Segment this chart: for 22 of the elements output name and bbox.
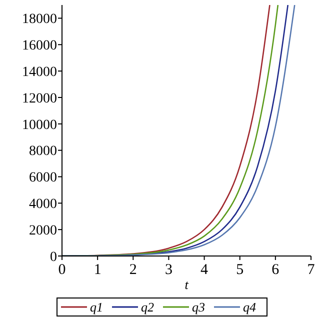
y-tick-label: 0	[50, 250, 57, 265]
y-tick-label: 8000	[29, 144, 57, 160]
y-tick-label: 4000	[29, 197, 57, 212]
x-tick-label: 1	[94, 262, 102, 278]
y-tick-label: 6000	[29, 170, 57, 186]
legend-label: q2	[141, 300, 154, 315]
x-axis-title: t	[184, 277, 189, 292]
y-tick-label: 16000	[22, 38, 57, 54]
x-tick-label: 2	[129, 262, 137, 278]
legend-label: q1	[90, 300, 103, 315]
y-tick-label: 10000	[22, 118, 57, 133]
y-tick-label: 2000	[29, 223, 57, 238]
x-tick-label: 4	[200, 262, 209, 278]
y-tick-label: 12000	[22, 91, 57, 106]
x-tick-label: 5	[236, 262, 244, 278]
x-tick-label: 7	[307, 262, 316, 278]
y-tick-label: 18000	[22, 12, 57, 28]
x-tick-label: 6	[272, 262, 280, 278]
legend-label: q3	[192, 300, 206, 315]
legend-label: q4	[243, 300, 256, 315]
y-tick-label: 14000	[22, 64, 57, 80]
x-tick-label: 3	[164, 262, 172, 278]
